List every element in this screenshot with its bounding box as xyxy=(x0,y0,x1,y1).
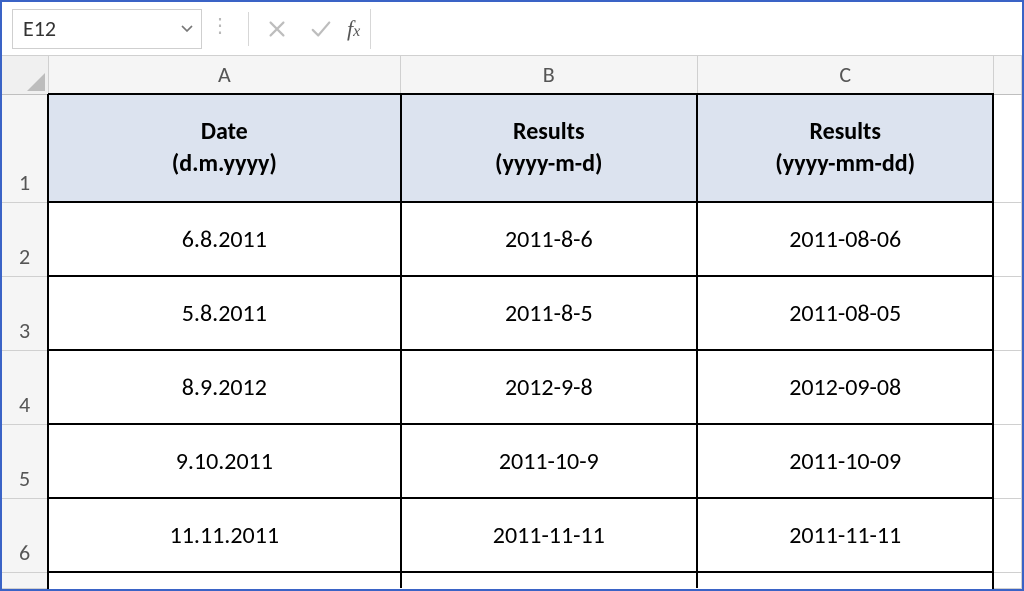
row-header[interactable]: 6 xyxy=(2,498,48,572)
table-header-row: 1 Date(d.m.yyyy) Results(yyyy-m-d) Resul… xyxy=(2,94,1022,202)
text: Results xyxy=(513,117,584,146)
name-box-value: E12 xyxy=(13,15,173,42)
enter-icon[interactable] xyxy=(299,9,343,49)
cell[interactable]: 2012-9-8 xyxy=(401,350,697,424)
column-header[interactable]: B xyxy=(401,56,697,94)
cell[interactable] xyxy=(401,572,697,588)
cell[interactable] xyxy=(993,498,1021,572)
row-header[interactable]: 1 xyxy=(2,94,48,202)
text: Results xyxy=(809,117,880,146)
cell[interactable] xyxy=(993,424,1021,498)
cell[interactable] xyxy=(697,572,993,588)
table-row: 4 8.9.2012 2012-9-8 2012-09-08 xyxy=(2,350,1022,424)
row-header[interactable]: 2 xyxy=(2,202,48,276)
cell[interactable]: 2011-8-5 xyxy=(401,276,697,350)
formula-bar: E12 ⋮ fx xyxy=(2,2,1022,56)
cell[interactable]: 9.10.2011 xyxy=(48,424,401,498)
text: Date xyxy=(201,117,248,146)
text: (d.m.yyyy) xyxy=(57,148,392,180)
cell[interactable] xyxy=(993,572,1021,588)
table-row: 5 9.10.2011 2011-10-9 2011-10-09 xyxy=(2,424,1022,498)
cell[interactable]: 11.11.2011 xyxy=(48,498,401,572)
cell[interactable]: Results(yyyy-m-d) xyxy=(401,94,697,202)
spreadsheet-grid: A B C 1 Date(d.m.yyyy) Results(yyyy-m-d)… xyxy=(2,56,1022,589)
table-row xyxy=(2,572,1022,588)
cell[interactable] xyxy=(993,202,1021,276)
cell[interactable]: 5.8.2011 xyxy=(48,276,401,350)
formula-bar-grip-icon: ⋮ xyxy=(202,13,238,44)
table-row: 6 11.11.2011 2011-11-11 2011-11-11 xyxy=(2,498,1022,572)
column-header[interactable] xyxy=(993,56,1021,94)
cell[interactable]: 2011-10-09 xyxy=(697,424,993,498)
cell[interactable]: Results(yyyy-mm-dd) xyxy=(697,94,993,202)
formula-input[interactable] xyxy=(370,9,1022,49)
cell[interactable]: 2011-11-11 xyxy=(401,498,697,572)
cell[interactable]: 2012-09-08 xyxy=(697,350,993,424)
cell[interactable]: 2011-11-11 xyxy=(697,498,993,572)
divider xyxy=(248,12,249,46)
row-header[interactable] xyxy=(2,572,48,588)
cancel-icon[interactable] xyxy=(255,9,299,49)
cell[interactable]: 2011-08-06 xyxy=(697,202,993,276)
column-header-row: A B C xyxy=(2,56,1022,94)
row-header[interactable]: 3 xyxy=(2,276,48,350)
cell[interactable] xyxy=(993,276,1021,350)
column-header[interactable]: A xyxy=(48,56,401,94)
column-header[interactable]: C xyxy=(697,56,993,94)
cell[interactable]: Date(d.m.yyyy) xyxy=(48,94,401,202)
cell[interactable]: 2011-8-6 xyxy=(401,202,697,276)
table-row: 2 6.8.2011 2011-8-6 2011-08-06 xyxy=(2,202,1022,276)
cell[interactable] xyxy=(993,94,1021,202)
text: (yyyy-mm-dd) xyxy=(706,148,984,180)
row-header[interactable]: 5 xyxy=(2,424,48,498)
cell[interactable] xyxy=(48,572,401,588)
cell[interactable]: 6.8.2011 xyxy=(48,202,401,276)
row-header[interactable]: 4 xyxy=(2,350,48,424)
name-box-dropdown-icon[interactable] xyxy=(173,20,201,37)
cell[interactable]: 2011-08-05 xyxy=(697,276,993,350)
table-row: 3 5.8.2011 2011-8-5 2011-08-05 xyxy=(2,276,1022,350)
insert-function-icon[interactable]: fx xyxy=(343,16,370,42)
cell[interactable]: 2011-10-9 xyxy=(401,424,697,498)
select-all-corner[interactable] xyxy=(2,56,48,94)
cell[interactable]: 8.9.2012 xyxy=(48,350,401,424)
text: (yyyy-m-d) xyxy=(410,148,688,180)
name-box[interactable]: E12 xyxy=(12,9,202,49)
cell[interactable] xyxy=(993,350,1021,424)
